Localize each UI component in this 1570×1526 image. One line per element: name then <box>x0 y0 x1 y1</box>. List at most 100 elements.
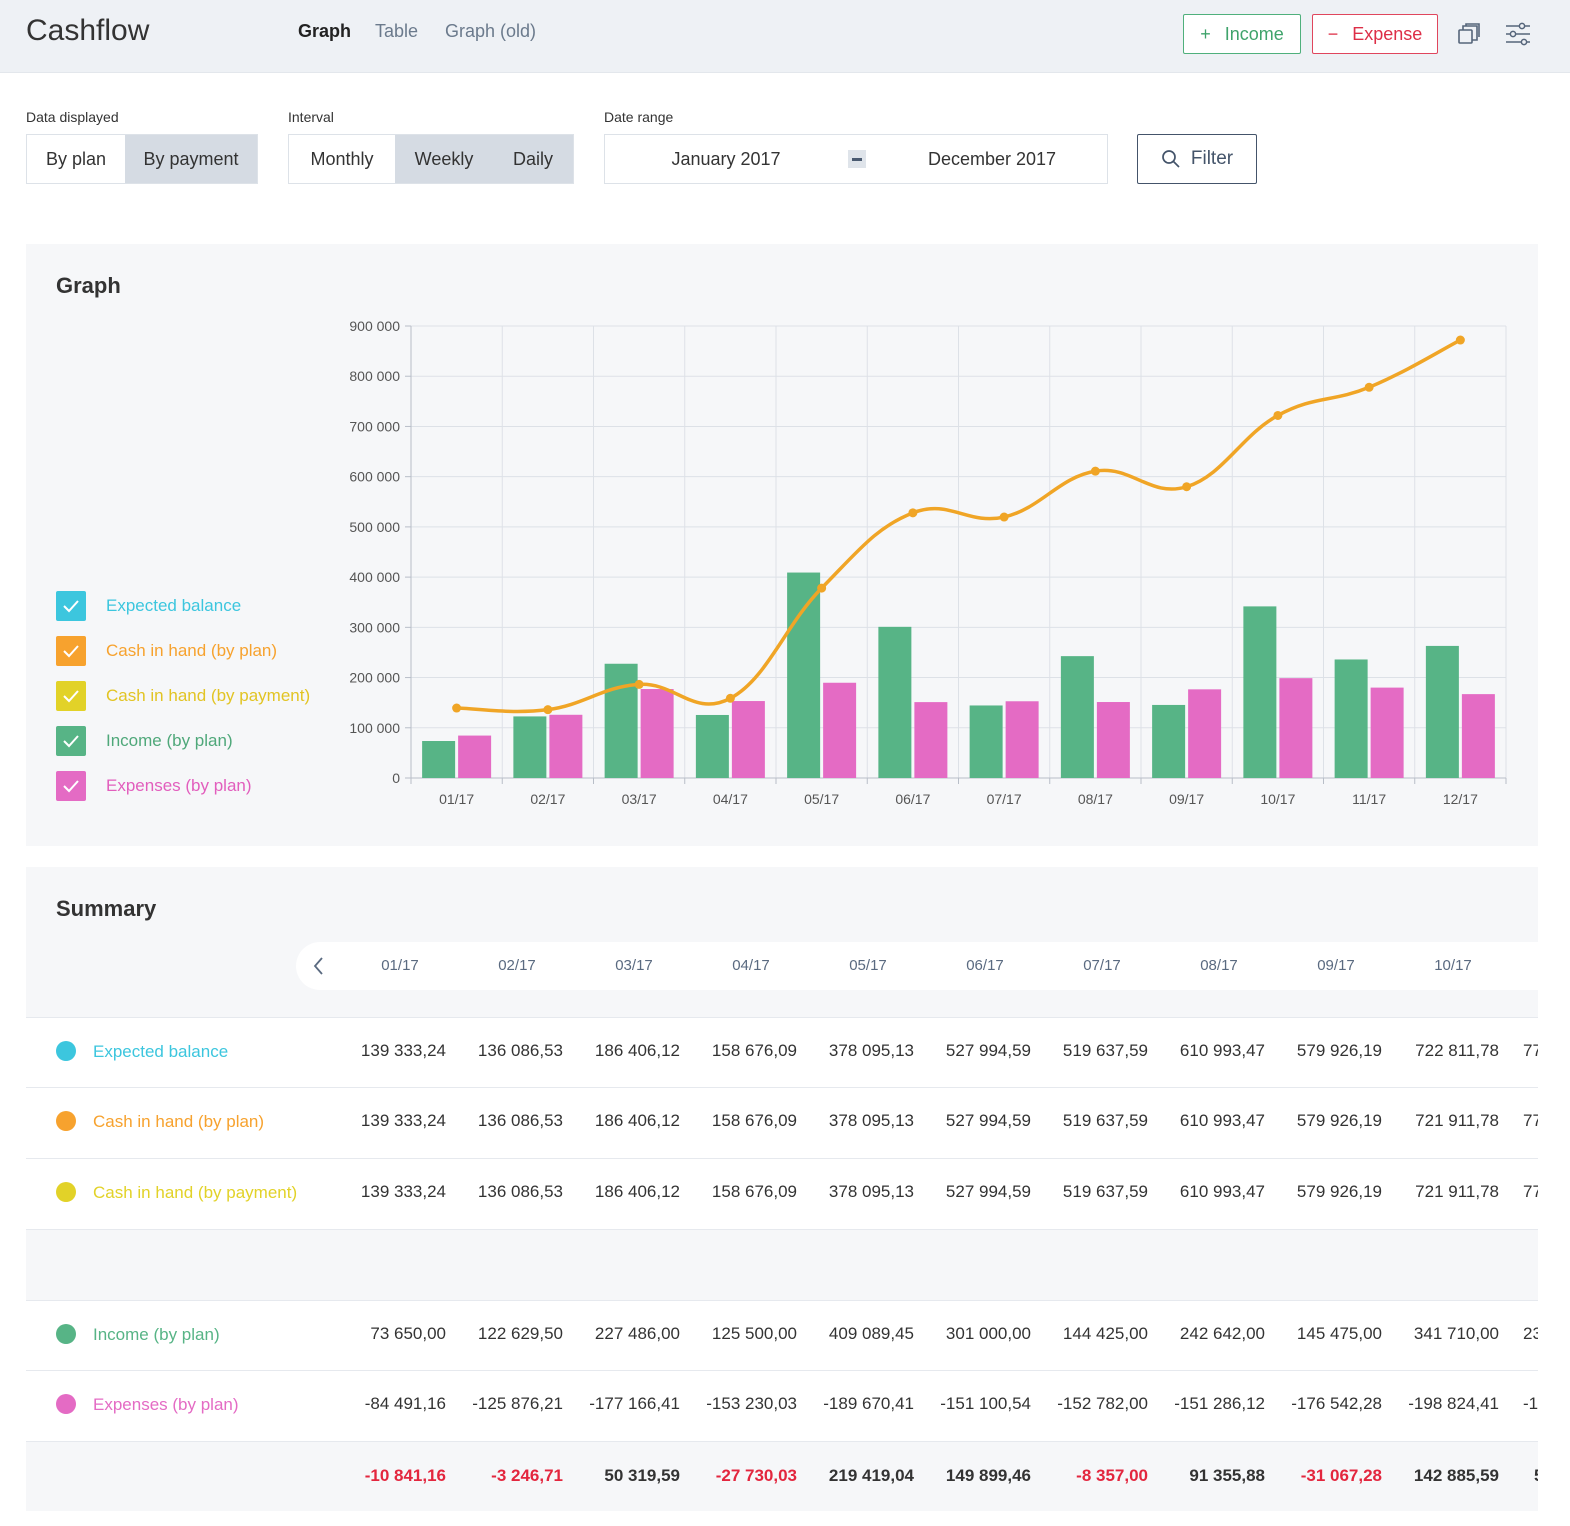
table-cell: 144 425,00 <box>1062 1324 1148 1343</box>
table-cell: -198 824,41 <box>1408 1394 1499 1413</box>
expense-button-label: Expense <box>1352 23 1423 44</box>
summary-column-header <box>296 942 1538 990</box>
add-income-button[interactable]: + Income <box>1183 14 1301 54</box>
legend-cash-in-hand-plan[interactable]: Cash in hand (by plan) <box>56 635 277 667</box>
table-row: Cash in hand (by payment) 139 333,24 136 0… <box>26 1158 1538 1228</box>
checkbox-checked-icon[interactable] <box>56 681 86 711</box>
line-point <box>1364 382 1374 392</box>
checkbox-checked-icon[interactable] <box>56 636 86 666</box>
table-cell: 610 993,47 <box>1179 1111 1265 1130</box>
table-cell: 186 406,12 <box>594 1111 680 1130</box>
table-cell: 186 406,12 <box>594 1041 680 1060</box>
bar-expense <box>731 701 765 778</box>
row-label: Cash in hand (by payment) <box>93 1183 298 1202</box>
x-tick-label: 05/17 <box>804 791 839 807</box>
table-cell: -84 491,16 <box>364 1394 446 1413</box>
series-dot-icon <box>56 1324 76 1344</box>
daily-option[interactable]: Daily <box>493 135 573 183</box>
bar-income <box>878 626 912 778</box>
date-from-field[interactable]: January 2017 <box>671 148 781 169</box>
series-dot-icon <box>56 1182 76 1202</box>
total-cell: 149 899,46 <box>945 1466 1031 1485</box>
date-range-label: Date range <box>604 109 674 125</box>
total-cell: -3 246,71 <box>491 1466 563 1485</box>
table-cell: 610 993,47 <box>1179 1182 1265 1201</box>
table-cell: 136 086,53 <box>477 1182 563 1201</box>
bar-income <box>1060 656 1094 778</box>
checkbox-checked-icon[interactable] <box>56 726 86 756</box>
x-tick-label: 09/17 <box>1169 791 1204 807</box>
y-tick-label: 900 000 <box>349 318 400 334</box>
legend-label: Expenses (by plan) <box>106 776 252 795</box>
bar-income <box>1152 704 1186 778</box>
table-row: Income (by plan) 73 650,00 122 629,50 227 4… <box>26 1300 1538 1370</box>
monthly-option[interactable]: Monthly <box>310 148 374 169</box>
table-cell: 527 994,59 <box>945 1182 1031 1201</box>
tab-graph[interactable]: Graph <box>298 21 352 41</box>
copy-icon[interactable] <box>1453 18 1485 50</box>
table-cell: 139 333,24 <box>360 1041 446 1060</box>
table-cell: 23 <box>1523 1324 1538 1343</box>
table-cell: 610 993,47 <box>1179 1041 1265 1060</box>
table-cell: 77 <box>1523 1182 1538 1201</box>
checkbox-checked-icon[interactable] <box>56 771 86 801</box>
table-cell: 186 406,12 <box>594 1182 680 1201</box>
legend-expected-balance[interactable]: Expected balance <box>56 590 241 622</box>
table-cell: 579 926,19 <box>1296 1182 1382 1201</box>
bar-income <box>604 663 638 778</box>
table-cell: 136 086,53 <box>477 1111 563 1130</box>
table-cell: 158 676,09 <box>711 1111 797 1130</box>
table-cell: -151 286,12 <box>1174 1394 1265 1413</box>
by-plan-option[interactable]: By plan <box>45 148 107 169</box>
date-to-field[interactable]: December 2017 <box>927 148 1057 169</box>
legend-cash-in-hand-payment[interactable]: Cash in hand (by payment) <box>56 680 310 712</box>
y-tick-label: 700 000 <box>349 418 400 434</box>
line-point <box>1090 466 1100 476</box>
tab-table[interactable]: Table <box>375 21 419 41</box>
table-cell: -152 782,00 <box>1057 1394 1148 1413</box>
total-cell: -10 841,16 <box>364 1466 446 1485</box>
line-point <box>543 705 553 715</box>
table-cell: 139 333,24 <box>360 1111 446 1130</box>
summary-column-08-17: 08/17 <box>1200 957 1238 974</box>
x-tick-label: 04/17 <box>713 791 748 807</box>
total-cell: -27 730,03 <box>715 1466 797 1485</box>
x-tick-label: 03/17 <box>622 791 657 807</box>
table-cell: 722 811,78 <box>1415 1041 1499 1060</box>
interval-toggle: Monthly Weekly Daily <box>288 134 574 184</box>
summary-column-06-17: 06/17 <box>966 957 1004 974</box>
bar-income <box>1334 659 1368 778</box>
table-cell: 242 642,00 <box>1179 1324 1265 1343</box>
tab-graph-old[interactable]: Graph (old) <box>445 21 537 41</box>
y-tick-label: 0 <box>392 770 400 786</box>
filter-button[interactable]: Filter <box>1137 134 1257 184</box>
table-row: Expected balance 139 333,24 136 086,53 186 … <box>26 1017 1538 1087</box>
legend-income-plan[interactable]: Income (by plan) <box>56 725 233 757</box>
table-cell: 721 911,78 <box>1415 1182 1499 1201</box>
legend-expenses-plan[interactable]: Expenses (by plan) <box>56 770 252 802</box>
table-cell: -125 876,21 <box>472 1394 563 1413</box>
weekly-option[interactable]: Weekly <box>395 135 493 183</box>
bar-expense <box>458 735 492 778</box>
y-tick-label: 500 000 <box>349 519 400 535</box>
line-point <box>1273 410 1283 420</box>
settings-sliders-icon[interactable] <box>1502 18 1534 50</box>
table-cell: 579 926,19 <box>1296 1041 1382 1060</box>
total-cell: -31 067,28 <box>1300 1466 1382 1485</box>
bar-income <box>969 705 1003 778</box>
bar-expense <box>1279 678 1313 778</box>
chevron-left-icon[interactable] <box>310 954 328 983</box>
add-expense-button[interactable]: − Expense <box>1312 14 1438 54</box>
y-tick-label: 800 000 <box>349 368 400 384</box>
x-tick-label: 07/17 <box>987 791 1022 807</box>
bar-expense <box>640 689 674 778</box>
line-point <box>452 703 462 713</box>
bar-income <box>513 716 547 778</box>
x-tick-label: 02/17 <box>530 791 565 807</box>
legend-label: Cash in hand (by plan) <box>106 641 278 660</box>
table-row: Cash in hand (by plan) 139 333,24 136 086,… <box>26 1087 1538 1157</box>
summary-column-02-17: 02/17 <box>498 957 536 974</box>
summary-spacer-row <box>26 1229 1538 1300</box>
by-payment-option[interactable]: By payment <box>125 135 257 183</box>
checkbox-checked-icon[interactable] <box>56 591 86 621</box>
